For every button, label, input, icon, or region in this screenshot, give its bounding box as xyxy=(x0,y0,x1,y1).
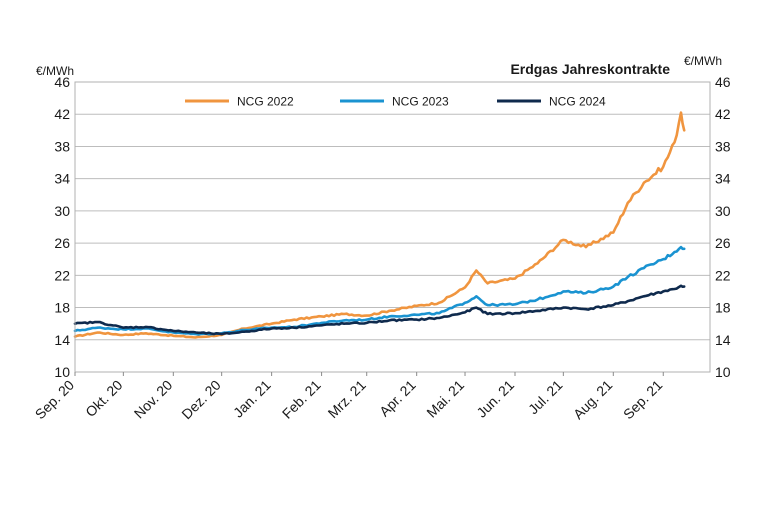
x-tick-label: Feb. 21 xyxy=(279,377,324,422)
y-tick-label-right: 42 xyxy=(715,106,731,122)
x-tick-label: Sep. 20 xyxy=(32,377,78,423)
x-tick-label: Sep. 21 xyxy=(620,377,666,423)
x-tick-label: Mrz. 21 xyxy=(325,377,369,421)
y-tick-label-left: 22 xyxy=(54,267,70,283)
x-tick-label: Dez. 20 xyxy=(178,377,224,423)
x-tick-label: Okt. 20 xyxy=(82,377,125,420)
chart-title: Erdgas Jahreskontrakte xyxy=(510,61,670,77)
y-tick-label-right: 34 xyxy=(715,171,731,187)
y-tick-label-right: 46 xyxy=(715,74,731,90)
x-tick-label: Jun. 21 xyxy=(473,377,517,421)
y-tick-label-left: 30 xyxy=(54,203,70,219)
series-line-ncg-2024 xyxy=(73,284,686,336)
y-tick-label-right: 22 xyxy=(715,267,731,283)
series-line-ncg-2023 xyxy=(73,245,686,336)
y-tick-label-left: 34 xyxy=(54,171,70,187)
y-tick-label-right: 18 xyxy=(715,300,731,316)
y-tick-label-left: 38 xyxy=(54,138,70,154)
x-tick-label: Jan. 21 xyxy=(230,377,274,421)
x-tick-label: Mai. 21 xyxy=(423,377,467,421)
x-tick-label: Jul. 21 xyxy=(525,377,566,418)
y-axis-left: 10 14 18 22 26 30 34 38 42 46 xyxy=(54,74,70,380)
y-tick-label-right: 10 xyxy=(715,364,731,380)
legend-label: NCG 2022 xyxy=(237,95,294,109)
y-unit-left: €/MWh xyxy=(36,64,74,78)
y-tick-label-right: 30 xyxy=(715,203,731,219)
y-tick-label-left: 46 xyxy=(54,74,70,90)
x-tick-label: Apr. 21 xyxy=(376,377,419,420)
y-tick-label-left: 42 xyxy=(54,106,70,122)
series-line-ncg-2022 xyxy=(73,111,686,339)
y-tick-label-right: 26 xyxy=(715,235,731,251)
y-tick-label-left: 10 xyxy=(54,364,70,380)
y-tick-label-right: 38 xyxy=(715,138,731,154)
legend-label: NCG 2024 xyxy=(549,95,606,109)
x-axis: Sep. 20 Okt. 20 Nov. 20 Dez. 20 Jan. 21 Feb. … xyxy=(32,372,666,422)
y-tick-label-left: 26 xyxy=(54,235,70,251)
x-tick-label: Nov. 20 xyxy=(131,377,176,422)
y-axis-right: 10 14 18 22 26 30 34 38 42 46 xyxy=(715,74,731,380)
y-tick-label-left: 14 xyxy=(54,332,70,348)
series-lines xyxy=(73,111,686,339)
y-tick-label-right: 14 xyxy=(715,332,731,348)
x-tick-label: Aug. 21 xyxy=(570,377,616,423)
y-tick-label-left: 18 xyxy=(54,300,70,316)
plot-frame xyxy=(74,81,711,373)
y-unit-right: €/MWh xyxy=(684,54,722,68)
legend: NCG 2022 NCG 2023 NCG 2024 xyxy=(185,95,606,109)
legend-label: NCG 2023 xyxy=(392,95,449,109)
